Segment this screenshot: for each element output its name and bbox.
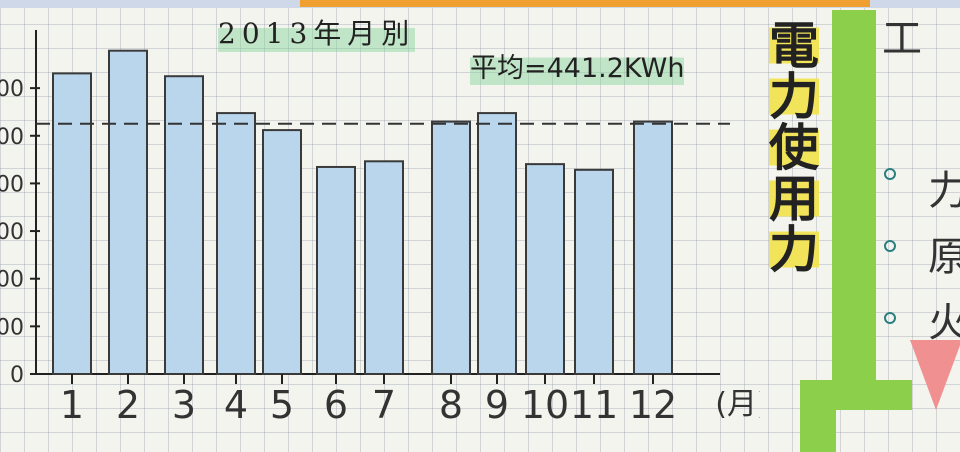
- y-tick-label: 200: [0, 268, 24, 293]
- bar: [525, 163, 565, 375]
- green-frame-vertical: [832, 10, 876, 410]
- right-panel-heading-char: 工: [882, 16, 922, 62]
- side-title-char: 力: [769, 67, 819, 126]
- bar: [633, 120, 673, 375]
- y-tick-label: 0: [10, 363, 24, 388]
- average-annotation: 平均=441.2KWh: [470, 46, 685, 85]
- right-panel: 工 力 原 火: [876, 8, 960, 452]
- x-tick-label: 7: [372, 383, 396, 427]
- bullet-dot-icon: [884, 240, 896, 252]
- bar: [52, 72, 92, 376]
- top-orange-strip: [300, 0, 870, 7]
- bar: [477, 112, 517, 375]
- y-tick-label: 500: [0, 125, 24, 150]
- bar-chart: 0100200300400500600123456789101112(月): [0, 30, 760, 427]
- green-frame-horizontal: [832, 380, 912, 410]
- side-title: 電 力 使 用 力: [762, 20, 826, 370]
- side-title-char: 使: [769, 118, 819, 177]
- right-panel-char: 火: [928, 300, 960, 346]
- y-tick-label: 300: [0, 220, 24, 245]
- x-tick-label: 12: [629, 383, 677, 427]
- chart-title: 2013年月別: [218, 12, 416, 52]
- down-arrow-icon: [910, 340, 960, 410]
- bullet-dot-icon: [884, 312, 896, 324]
- bar: [164, 75, 204, 376]
- y-tick-label: 400: [0, 172, 24, 197]
- x-axis-unit: (月): [715, 387, 760, 422]
- side-title-char: 力: [769, 220, 819, 279]
- x-tick-label: 8: [439, 383, 463, 427]
- right-panel-char: 力: [928, 168, 960, 214]
- x-tick-label: 10: [521, 383, 569, 427]
- y-tick-label: 100: [0, 315, 24, 340]
- bar: [216, 112, 256, 375]
- x-tick-label: 5: [270, 383, 294, 427]
- bar: [574, 168, 614, 375]
- bar: [108, 49, 148, 375]
- bar: [431, 120, 471, 375]
- side-title-char: 用: [769, 169, 819, 228]
- bar: [364, 160, 404, 375]
- right-panel-char: 原: [928, 234, 960, 280]
- x-tick-label: 1: [60, 383, 84, 427]
- y-tick-label: 600: [0, 77, 24, 102]
- x-tick-label: 11: [570, 383, 618, 427]
- x-tick-label: 2: [116, 383, 140, 427]
- x-tick-label: 6: [324, 383, 348, 427]
- green-frame-bottom: [800, 380, 836, 452]
- bar: [316, 165, 356, 375]
- x-tick-label: 3: [172, 383, 196, 427]
- x-tick-label: 4: [224, 383, 248, 427]
- bullet-dot-icon: [884, 168, 896, 180]
- side-title-char: 電: [769, 16, 819, 75]
- bar: [262, 129, 302, 375]
- x-tick-label: 9: [485, 383, 509, 427]
